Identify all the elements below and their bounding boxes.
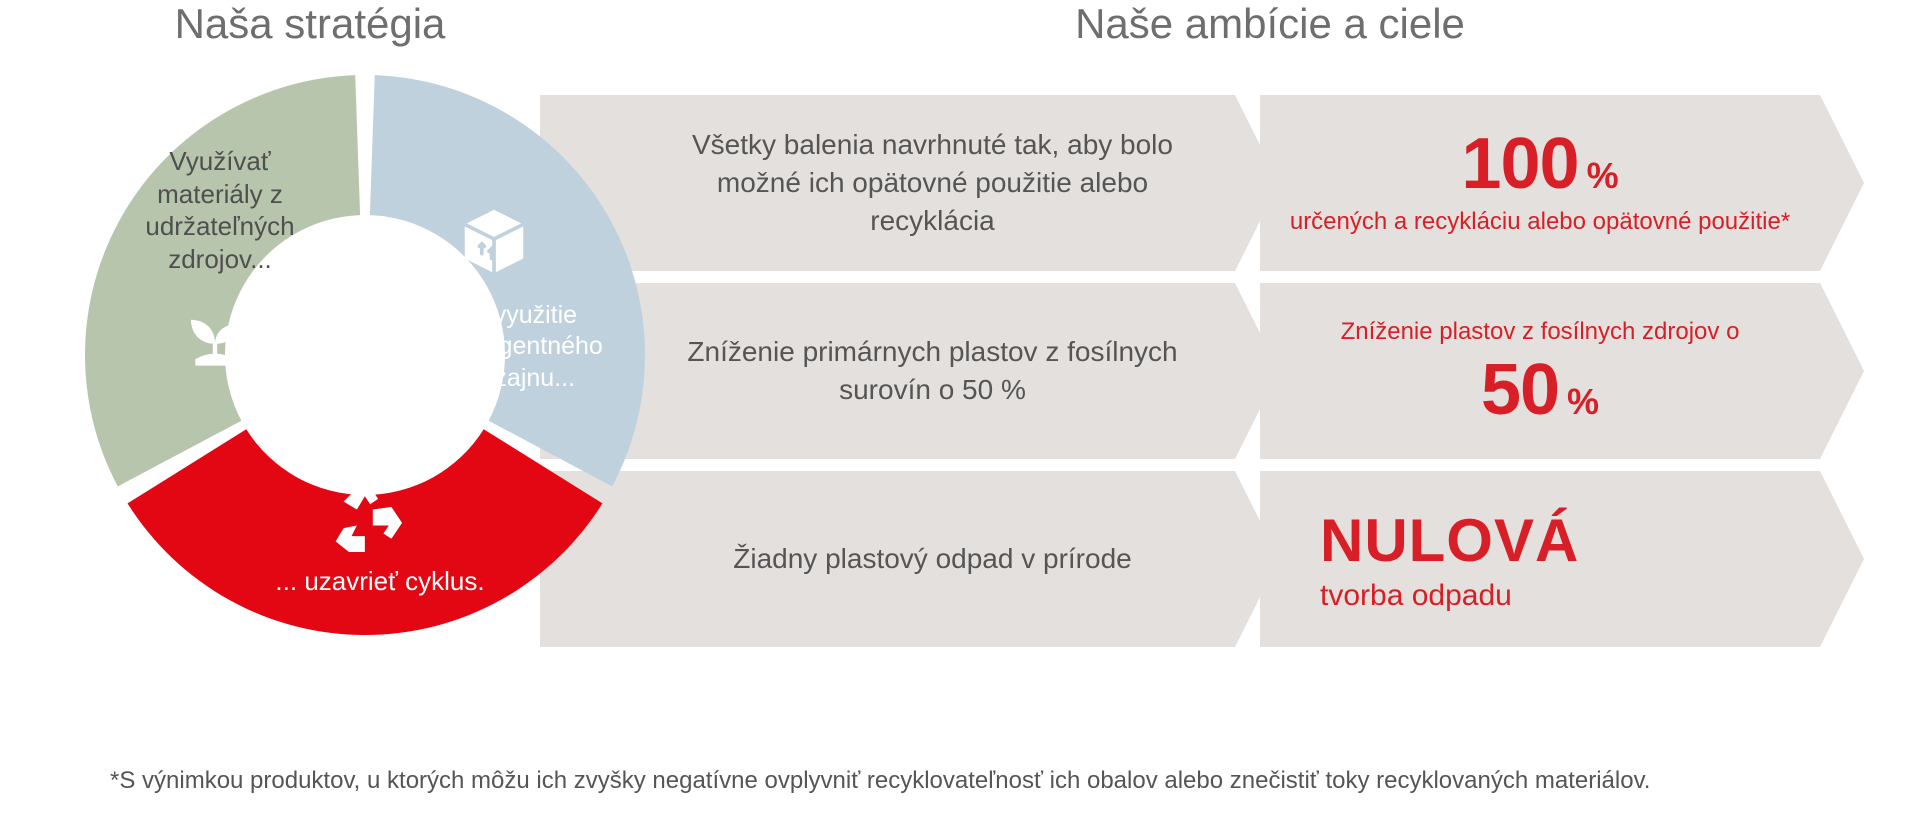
ambition-text-3: Žiadny plastový odpad v prírode: [640, 471, 1225, 647]
strategy-donut: Využívať materiály z udržateľných zdrojo…: [85, 75, 645, 635]
goal-3-big: NULOVÁ: [1320, 506, 1579, 575]
goal-row-3: NULOVÁ tvorba odpadu: [1260, 471, 1820, 647]
goal-2-top: Zníženie plastov z fosílnych zdrojov o: [1341, 316, 1740, 347]
ambition-text-2: Zníženie primárnych plastov z fosílnych …: [640, 283, 1225, 459]
sprout-icon: [180, 300, 250, 370]
header-ambitions: Naše ambície a ciele: [620, 0, 1920, 48]
box-icon: [455, 200, 533, 278]
donut-label-blue: ...využitie inteligentného dizajnu...: [425, 300, 625, 394]
donut-segment-blue: [370, 75, 645, 486]
recycle-icon: [325, 475, 410, 560]
goal-3-sub: tvorba odpadu: [1320, 579, 1512, 613]
goal-1-sub: určených a recykláciu alebo opätovné pou…: [1290, 206, 1790, 237]
headers: Naša stratégia Naše ambície a ciele: [0, 0, 1920, 48]
footnote: *S výnimkou produktov, u ktorých môžu ic…: [110, 767, 1650, 795]
header-strategy: Naša stratégia: [0, 0, 620, 48]
donut-label-red: ... uzavrieť cyklus.: [250, 565, 510, 598]
donut-segment-green: [85, 75, 360, 486]
goal-1-big: 100%: [1461, 128, 1618, 200]
donut-label-green: Využívať materiály z udržateľných zdrojo…: [120, 145, 320, 275]
goal-row-1: 100% určených a recykláciu alebo opätovn…: [1260, 95, 1820, 271]
goal-row-2: Zníženie plastov z fosílnych zdrojov o 5…: [1260, 283, 1820, 459]
goal-2-big: 50%: [1481, 354, 1599, 426]
ambition-text-1: Všetky balenia navrhnuté tak, aby bolo m…: [640, 95, 1225, 271]
arrow-block: Všetky balenia navrhnuté tak, aby bolo m…: [540, 95, 1890, 655]
